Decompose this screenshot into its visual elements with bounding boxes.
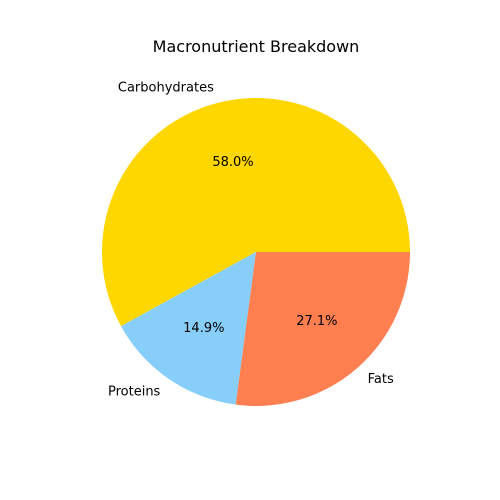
pie-labels: Carbohydrates 58.0% Proteins 14.9% Fats 27.1% xyxy=(108,80,394,399)
pie-slice-proteins xyxy=(121,252,257,405)
chart-title: Macronutrient Breakdown xyxy=(153,37,360,56)
pie-slice-fats xyxy=(235,252,410,406)
pie-slice-carbohydrates xyxy=(102,97,410,327)
slice-percent-proteins: 14.9% xyxy=(183,321,224,336)
slice-percent-fats: 27.1% xyxy=(296,314,337,329)
slice-label-carbohydrates: Carbohydrates xyxy=(118,80,214,95)
slice-percent-carbohydrates: 58.0% xyxy=(212,155,253,170)
pie-slices xyxy=(102,97,410,406)
slice-label-fats: Fats xyxy=(368,372,394,387)
slice-label-proteins: Proteins xyxy=(108,384,161,399)
